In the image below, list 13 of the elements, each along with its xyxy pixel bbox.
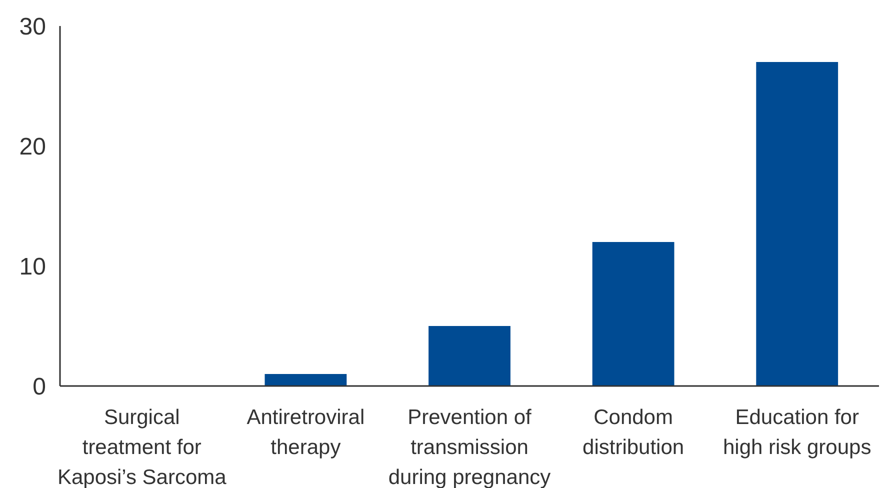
- bar: [428, 326, 510, 386]
- y-tick-label: 10: [19, 253, 46, 280]
- bar: [264, 374, 347, 386]
- x-tick-label: Prevention of transmission during pregnancy: [388, 406, 552, 488]
- x-tick-label: Antiretroviral therapy: [246, 406, 365, 459]
- x-tick-label: Education for high risk groups: [722, 406, 872, 459]
- bar: [756, 62, 838, 386]
- y-tick-label: 30: [19, 13, 46, 40]
- bar: [592, 242, 674, 386]
- x-tick-label: Condom distribution: [582, 406, 684, 459]
- x-tick-label: Surgical treatment for Kaposi’s Sarcoma: [57, 406, 227, 488]
- y-tick-label: 20: [19, 133, 46, 160]
- y-tick-label: 0: [32, 373, 46, 400]
